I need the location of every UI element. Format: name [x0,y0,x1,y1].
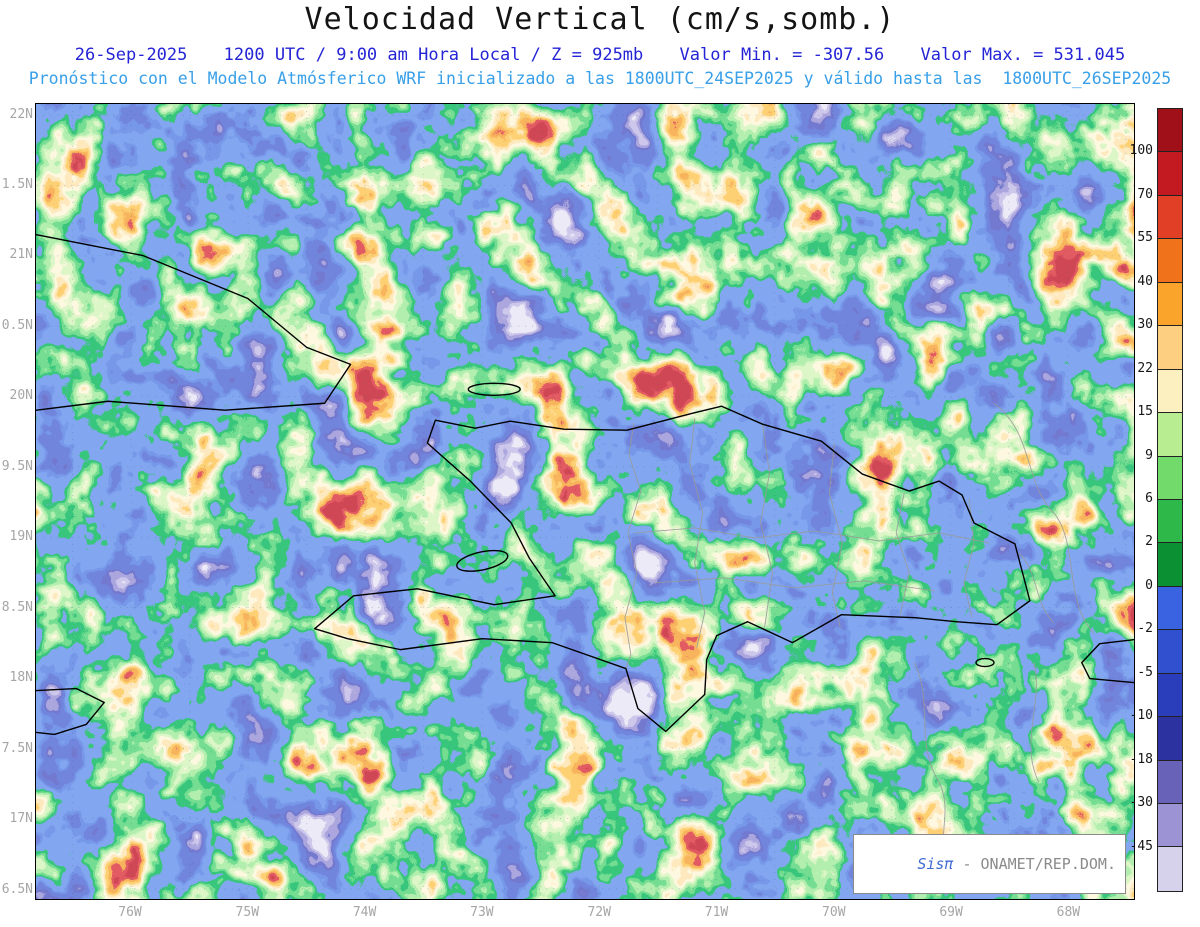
y-axis-label: 8.5N [1,600,33,615]
x-axis-label: 72W [587,905,611,920]
y-axis-label: 6.5N [1,882,33,897]
forecast-map [36,104,1134,899]
coastlines [36,233,1134,736]
colorbar-label: -5 [1137,664,1153,680]
colorbar-segment [1158,152,1182,196]
colorbar-label: 9 [1145,447,1153,463]
colorbar-label: 70 [1137,186,1153,202]
colorbar-segment [1158,456,1182,500]
valid-date: 26-Sep-2025 [74,45,188,65]
colorbar-segment [1158,586,1182,631]
colorbar-segment [1158,239,1182,283]
colorbar-label: -10 [1129,708,1153,724]
x-axis-label: 74W [352,905,377,920]
hispaniola-coastline [313,405,1031,733]
y-axis-label: 9.5N [1,459,33,474]
forecast-init-line: Pronóstico con el Modelo Atmósferico WRF… [28,69,1172,88]
colorbar-segment [1158,109,1182,153]
watermark: Sisπ - ONAMET/REP.DOM. [853,834,1126,894]
colorbar-label: 22 [1137,360,1153,376]
x-axis-label: 76W [118,905,142,920]
province-borders [624,402,1095,868]
colorbar-label: -30 [1129,795,1153,811]
y-axis-label: 21N [9,247,33,262]
colorbar-label: 6 [1145,491,1153,506]
tortuga-island [467,382,521,396]
saona-island [975,657,995,668]
colorbar-segment [1158,717,1182,761]
watermark-org: - ONAMET/REP.DOM. [953,855,1116,873]
gonave-island [456,549,509,572]
y-axis-label: 1.5N [1,177,33,192]
watermark-brand: Sisπ [917,855,954,873]
map-frame: Sisπ - ONAMET/REP.DOM. [35,103,1135,900]
colorbar-segment [1158,543,1182,587]
y-axis-label: 7.5N [1,741,33,756]
colorbar-segment [1158,282,1182,327]
puerto-rico-coastline [1081,638,1134,684]
cuba-coastline [36,233,352,411]
colorbar-segment [1158,630,1182,674]
valor-max: Valor Max. = 531.045 [920,45,1126,65]
x-axis-label: 75W [235,905,260,920]
colorbar-segment [1158,413,1182,457]
x-axis-label: 68W [1056,905,1081,920]
colorbar-label: -2 [1137,621,1153,637]
colorbar-segment [1158,673,1182,718]
colorbar-label: 100 [1129,143,1153,159]
y-axis-label: 0.5N [1,318,33,333]
y-axis-label: 20N [9,388,33,403]
colorbar-label: 0 [1145,577,1153,593]
valid-time-line: 26-Sep-2025 1200 UTC / 9:00 am Hora Loca… [0,45,1200,65]
colorbar-segment [1158,369,1182,414]
colorbar-segment [1158,847,1182,891]
colorbar-label: 30 [1137,317,1153,333]
y-axis-label: 19N [9,529,33,544]
y-axis-label: 18N [9,670,33,685]
valid-time-level: 1200 UTC / 9:00 am Hora Local / Z = 925m… [223,45,644,65]
colorbar-label: 15 [1137,404,1153,420]
x-axis-label: 71W [704,905,729,920]
x-axis-label: 73W [470,905,494,920]
page-title: Velocidad Vertical (cm/s,somb.) [304,2,896,37]
colorbar-label: 40 [1137,273,1153,289]
colorbar-segment [1158,195,1182,240]
colorbar-segment [1158,326,1182,370]
colorbar-label: 55 [1137,230,1153,246]
colorbar-label: -45 [1129,838,1153,854]
colorbar-label: 2 [1145,534,1153,550]
vertical-velocity-field [36,104,1134,899]
x-axis-label: 69W [939,905,963,920]
x-axis-label: 70W [822,905,846,920]
colorbar-segment [1158,760,1182,804]
colorbar-segment [1158,499,1182,544]
jamaica-coastline [36,687,105,736]
colorbar-label: -18 [1129,751,1153,767]
y-axis-label: 22N [9,107,33,122]
y-axis-label: 17N [9,811,33,826]
colorbar [1157,108,1183,892]
valor-min: Valor Min. = -307.56 [679,45,885,65]
colorbar-segment [1158,804,1182,848]
